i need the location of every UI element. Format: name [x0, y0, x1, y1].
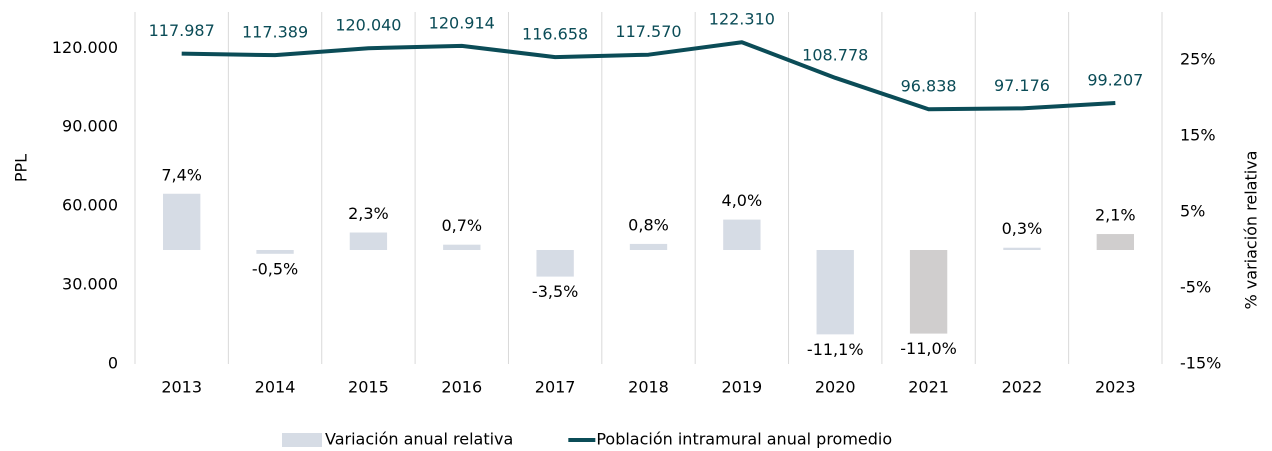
data-label: 2,3%: [348, 204, 389, 223]
y-tick-label: 60.000: [62, 196, 118, 215]
data-label: -11,1%: [807, 340, 864, 359]
data-label: 120.914: [429, 13, 495, 32]
data-label: 117.987: [149, 21, 215, 40]
x-tick-label: 2013: [161, 378, 202, 397]
y2-tick-label: 25%: [1180, 50, 1216, 69]
y2-tick-label: -5%: [1180, 278, 1211, 297]
bar: [256, 250, 294, 254]
y-tick-label: 30.000: [62, 275, 118, 294]
x-tick-label: 2023: [1095, 378, 1136, 397]
bar: [909, 250, 948, 334]
bar: [443, 244, 481, 250]
x-tick-label: 2021: [908, 378, 949, 397]
data-label: -11,0%: [900, 339, 957, 358]
x-tick-label: 2015: [348, 378, 389, 397]
y2-tick-label: 15%: [1180, 126, 1216, 145]
data-label: 0,3%: [1002, 219, 1043, 238]
bar: [349, 232, 388, 250]
data-label: 108.778: [802, 45, 868, 64]
data-label: 122.310: [709, 10, 775, 29]
x-tick-label: 2018: [628, 378, 669, 397]
x-tick-label: 2022: [1002, 378, 1043, 397]
data-label: 96.838: [901, 77, 957, 96]
y2-tick-label: 5%: [1180, 202, 1205, 221]
data-label: 4,0%: [722, 191, 763, 210]
data-label: -3,5%: [532, 282, 578, 301]
data-label: 0,7%: [441, 216, 482, 235]
y-axis-label: PPL: [12, 154, 31, 182]
legend-swatch: [282, 433, 322, 447]
bar: [1003, 247, 1041, 250]
x-tick-label: 2020: [815, 378, 856, 397]
data-label: 7,4%: [161, 165, 202, 184]
data-label: 117.389: [242, 23, 308, 42]
bar: [816, 250, 854, 335]
legend-label: Variación anual relativa: [325, 430, 513, 449]
line: [181, 40, 1116, 112]
data-label: 2,1%: [1095, 206, 1136, 225]
bar: [723, 219, 761, 250]
y-tick-label: 0: [108, 354, 118, 373]
x-tick-label: 2019: [722, 378, 763, 397]
x-tick-label: 2014: [255, 378, 296, 397]
data-label: -0,5%: [252, 259, 298, 278]
data-label: 117.570: [615, 22, 681, 41]
bar: [629, 243, 668, 250]
y2-axis-label: % variación relativa: [1242, 151, 1261, 310]
y-tick-label: 90.000: [62, 117, 118, 136]
legend-label: Población intramural anual promedio: [596, 430, 892, 449]
y2-tick-label: -15%: [1180, 354, 1221, 373]
data-label: 0,8%: [628, 215, 669, 234]
data-label: 116.658: [522, 25, 588, 44]
x-tick-label: 2017: [535, 378, 576, 397]
bar: [536, 250, 574, 277]
x-tick-label: 2016: [441, 378, 482, 397]
bar: [163, 193, 201, 250]
data-label: 97.176: [994, 76, 1050, 95]
data-label: 99.207: [1087, 71, 1143, 90]
data-label: 120.040: [335, 16, 401, 35]
bar: [1096, 234, 1134, 250]
y-tick-label: 120.000: [52, 38, 118, 57]
